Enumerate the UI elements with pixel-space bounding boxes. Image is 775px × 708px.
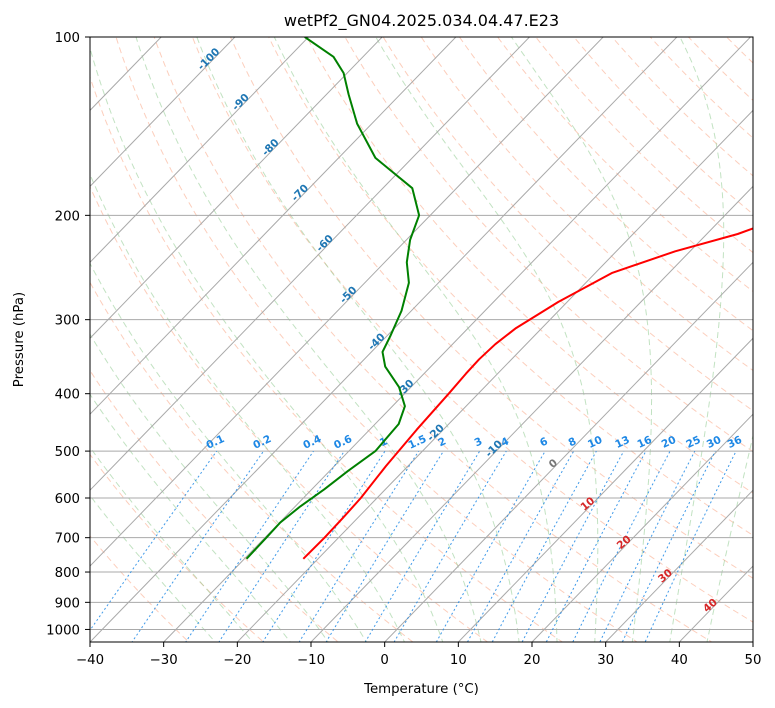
- mixing-ratio-label: 13: [613, 434, 631, 451]
- dry-adiabat: [153, 37, 713, 642]
- dry-adiabat: [90, 281, 414, 642]
- isotherm: [90, 37, 604, 567]
- y-tick-label: 400: [55, 388, 80, 403]
- mixing-ratio-line: [131, 450, 265, 642]
- x-tick-label: 10: [450, 653, 467, 668]
- x-tick-label: 0: [380, 653, 388, 668]
- mixing-ratio-line: [325, 450, 444, 642]
- moist-adiabat: [706, 433, 753, 642]
- dry-adiabat: [191, 37, 753, 623]
- x-tick-label: −10: [297, 653, 325, 668]
- mixing-ratio-label: 4: [499, 435, 511, 449]
- moist-adiabat: [375, 37, 599, 642]
- isotherm: [90, 37, 531, 491]
- mixing-ratio-line: [599, 450, 696, 642]
- isotherm: [90, 37, 383, 339]
- mixing-ratio-label: 10: [586, 434, 604, 451]
- moist-adiabat: [135, 37, 482, 642]
- mixing-ratio-line: [185, 450, 314, 642]
- dry-adiabat: [90, 453, 265, 642]
- mixing-ratio-label: 2: [436, 435, 448, 449]
- y-tick-label: 900: [55, 596, 80, 611]
- y-axis-title: Pressure (hPa): [12, 292, 27, 387]
- mixing-ratio-label: 30: [705, 434, 723, 451]
- mixing-ratio-label: 3: [473, 435, 485, 449]
- dry-adiabat: [268, 37, 753, 536]
- isotherm: [90, 37, 236, 188]
- dry-adiabat: [649, 37, 753, 139]
- isotherm: [457, 337, 753, 642]
- mixing-ratio-line: [364, 450, 481, 642]
- isotherm: [310, 185, 753, 642]
- isotherm: [163, 37, 752, 642]
- isotherm: [90, 37, 457, 415]
- y-tick-label: 1000: [46, 623, 80, 638]
- dewpoint-profile: [245, 37, 421, 560]
- mixing-ratio-line: [644, 450, 737, 642]
- x-tick-label: 50: [745, 653, 762, 668]
- mixing-ratio-line: [521, 450, 625, 642]
- x-tick-label: −20: [223, 653, 251, 668]
- mixing-ratio-line: [393, 450, 507, 642]
- y-tick-label: 700: [55, 532, 80, 547]
- dry-adiabat: [382, 37, 753, 412]
- mixing-ratio-line: [90, 450, 218, 632]
- moist-adiabat: [90, 46, 444, 642]
- mixing-ratio-line: [298, 450, 420, 642]
- dry-adiabat: [90, 535, 190, 642]
- x-tick-label: 20: [524, 653, 541, 668]
- x-tick-label: 30: [597, 653, 614, 668]
- chart-title: wetPf2_GN04.2025.034.04.47.E23: [284, 11, 559, 31]
- y-tick-label: 300: [55, 314, 80, 329]
- x-tick-label: −40: [76, 653, 104, 668]
- dry-adiabat: [611, 37, 753, 177]
- mixing-ratio-label: 20: [660, 434, 678, 451]
- isotherm: [531, 413, 753, 642]
- y-tick-label: 600: [55, 492, 80, 507]
- isotherm: [90, 37, 310, 264]
- isotherm: [384, 261, 753, 642]
- y-tick-label: 800: [55, 566, 80, 581]
- mixing-ratio-line: [621, 450, 716, 642]
- plot-area: 0.1 0.2 0.4 0.6 1 1.5 2 3 4 6 8 10 13 16 20 25 30 36-100-…: [90, 37, 753, 642]
- mixing-ratio-line: [572, 450, 671, 642]
- isotherm: [236, 109, 753, 642]
- isotherm: [605, 489, 753, 642]
- mixing-ratio-label: 25: [684, 434, 702, 451]
- x-axis-title: Temperature (°C): [363, 682, 479, 697]
- dry-adiabat: [420, 37, 753, 372]
- moist-adiabat: [669, 37, 725, 642]
- moist-adiabat: [510, 37, 653, 642]
- mixing-ratio-line: [545, 450, 647, 642]
- y-tick-label: 200: [55, 209, 80, 224]
- dry-adiabat: [573, 37, 753, 215]
- y-tick-label: 100: [55, 31, 80, 46]
- dry-adiabat: [90, 185, 489, 642]
- mixing-ratio-label: 36: [726, 434, 744, 451]
- dry-adiabat: [90, 75, 564, 642]
- mixing-ratio-label: 16: [635, 434, 653, 451]
- mixing-ratio-label: 8: [567, 435, 579, 449]
- mixing-ratio-line: [435, 450, 546, 642]
- x-tick-label: −30: [150, 653, 178, 668]
- moist-adiabat: [273, 37, 558, 642]
- y-tick-label: 500: [55, 445, 80, 460]
- axes: −40 −30 −20 −10 0 10 20 30 40 50 100 200 300 400 500 60…: [46, 31, 761, 668]
- dry-adiabat: [306, 37, 753, 494]
- dry-adiabat: [115, 37, 638, 642]
- plot-frame: [89, 36, 754, 643]
- mixing-ratio-label: 6: [538, 435, 550, 449]
- x-tick-label: 40: [671, 653, 688, 668]
- isotherm: [90, 37, 678, 642]
- dry-adiabat: [229, 37, 753, 579]
- dry-adiabat: [535, 37, 753, 254]
- temperature-profile: [302, 227, 753, 560]
